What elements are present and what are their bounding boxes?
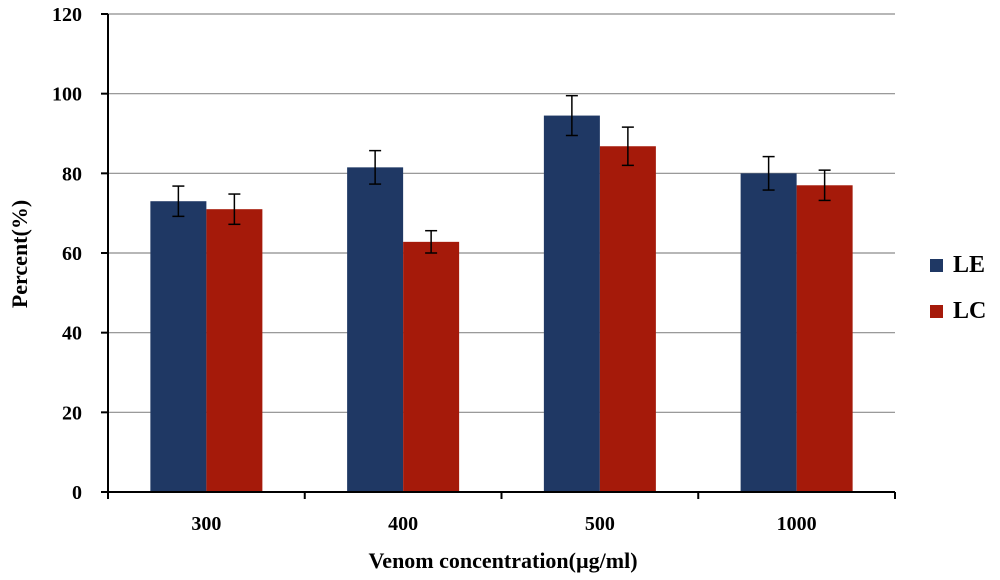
- axes: [101, 13, 896, 499]
- legend-item-lc: LC: [930, 298, 986, 324]
- error-bar-lc-400: [425, 229, 438, 254]
- y-tick-label-80: 80: [62, 163, 82, 185]
- y-tick-label-120: 120: [52, 4, 82, 26]
- y-tick-labels: 0 20 40 60 80 100 120: [52, 4, 82, 504]
- legend-item-le: LE: [930, 252, 985, 278]
- y-tick-label-60: 60: [62, 243, 82, 265]
- legend: LE LC: [930, 252, 986, 324]
- x-tick-label-500: 500: [585, 513, 615, 535]
- legend-label-lc: LC: [953, 298, 986, 324]
- y-tick-label-20: 20: [62, 402, 82, 424]
- y-tick-label-40: 40: [62, 323, 82, 345]
- error-bar-lc-1000: [818, 169, 831, 202]
- x-tick-labels: 300 400 500 1000: [191, 513, 816, 535]
- x-tick-label-400: 400: [388, 513, 418, 535]
- y-tick-label-100: 100: [52, 84, 82, 106]
- x-axis-title: Venom concentration(µg/ml): [368, 548, 637, 573]
- legend-swatch-le: [930, 259, 943, 272]
- legend-swatch-lc: [930, 305, 943, 318]
- bar-le-500: [543, 115, 600, 492]
- bar-lc-1000: [796, 185, 853, 493]
- y-axis-title: Percent(%): [7, 200, 32, 308]
- error-bar-le-500: [565, 94, 578, 137]
- error-bar-le-400: [369, 149, 382, 185]
- error-bar-lc-500: [621, 126, 634, 167]
- y-tick-label-0: 0: [72, 482, 82, 504]
- x-tick-label-1000: 1000: [777, 513, 817, 535]
- bar-le-1000: [740, 173, 797, 493]
- error-bars: [172, 94, 831, 254]
- bar-lc-300: [206, 209, 263, 492]
- bar-le-300: [150, 201, 207, 492]
- bar-lc-400: [403, 241, 460, 492]
- bar-lc-500: [599, 146, 656, 492]
- bar-le-400: [347, 167, 404, 492]
- error-bar-lc-300: [228, 193, 241, 226]
- error-bar-le-300: [172, 185, 185, 218]
- x-tick-label-300: 300: [191, 513, 221, 535]
- bars: [150, 115, 853, 493]
- legend-label-le: LE: [953, 252, 985, 278]
- error-bar-le-1000: [762, 155, 775, 191]
